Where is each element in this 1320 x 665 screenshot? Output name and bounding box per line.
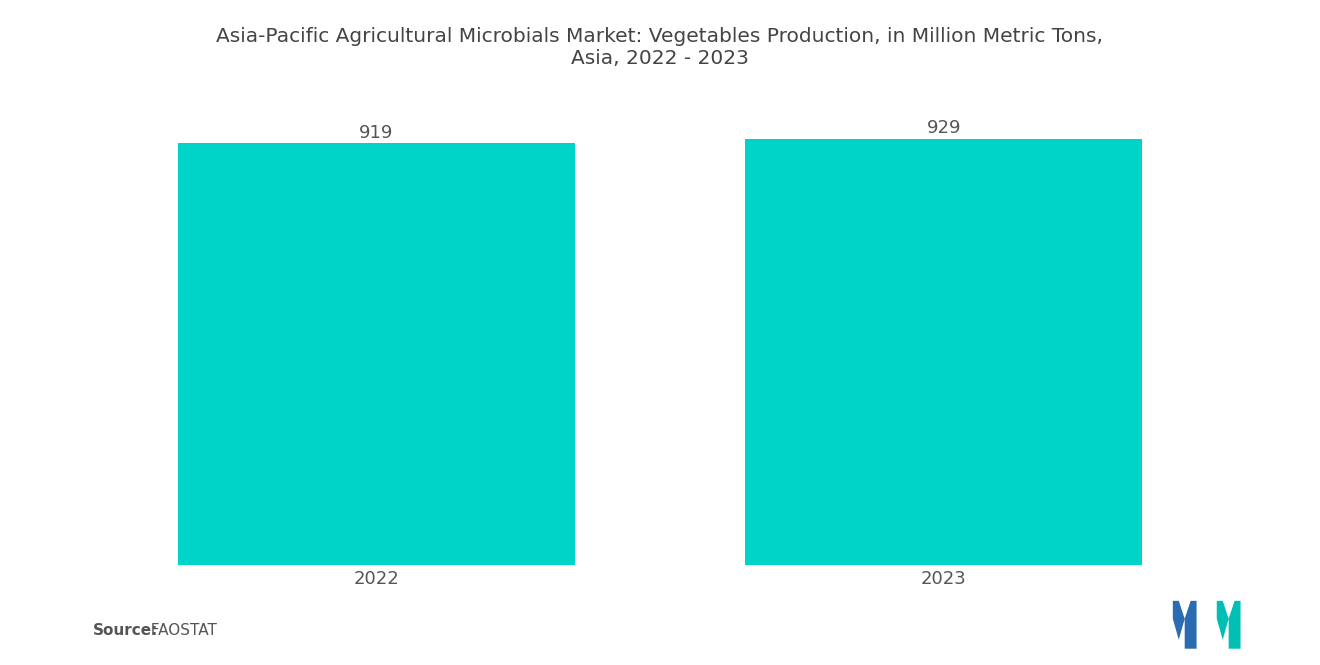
Polygon shape bbox=[1159, 601, 1196, 649]
Text: Source:: Source: bbox=[92, 623, 158, 638]
Bar bbox=[744, 138, 1143, 565]
Text: Asia-Pacific Agricultural Microbials Market: Vegetables Production, in Million M: Asia-Pacific Agricultural Microbials Mar… bbox=[216, 27, 1104, 68]
Text: 929: 929 bbox=[927, 119, 961, 137]
Text: 919: 919 bbox=[359, 124, 393, 142]
Bar bbox=[177, 143, 576, 565]
Polygon shape bbox=[1203, 601, 1241, 649]
Text: FAOSTAT: FAOSTAT bbox=[141, 623, 216, 638]
